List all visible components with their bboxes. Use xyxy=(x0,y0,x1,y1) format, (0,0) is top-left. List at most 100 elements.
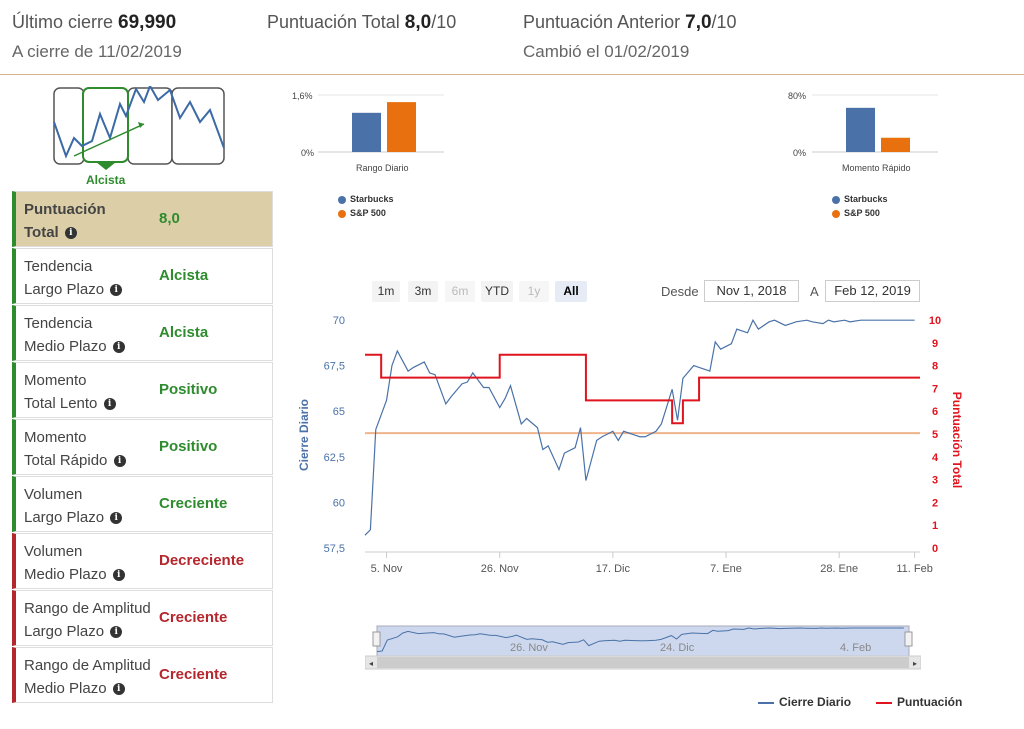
date-to-label: A xyxy=(810,284,819,299)
score-row-value: Positivo xyxy=(159,438,218,455)
navigator[interactable]: ◂ ▸ 26. Nov 24. Dic 4. Feb xyxy=(365,622,921,670)
fast-momentum-chart xyxy=(812,94,938,153)
score-row-label: Momento Total Rápido i xyxy=(24,426,159,472)
x-tick-label: 11. Feb xyxy=(896,563,933,575)
info-icon[interactable]: i xyxy=(110,284,123,297)
score-changed-date: Cambió el 01/02/2019 xyxy=(523,42,690,61)
range-3m-button[interactable]: 3m xyxy=(408,281,438,302)
right-tick-label: 10 xyxy=(929,315,941,327)
info-icon[interactable]: i xyxy=(103,398,116,411)
y-axis-label-left: Cierre Diario xyxy=(297,399,311,471)
right-tick-label: 1 xyxy=(932,520,938,532)
series-cierre-diario xyxy=(364,318,915,536)
range-ytd-button[interactable]: YTD xyxy=(481,281,513,302)
daily-range-xlabel: Rango Diario xyxy=(356,163,409,173)
score-row-label: Tendencia Medio Plazo i xyxy=(24,312,159,358)
daily-range-legend-sp500: S&P 500 xyxy=(338,208,386,218)
daily-range-ytick-top: 1,6% xyxy=(292,91,313,101)
score-row-value: Positivo xyxy=(159,381,218,398)
score-row: Tendencia Medio Plazo i Alcista xyxy=(12,305,273,361)
legend-close[interactable]: Cierre Diario xyxy=(758,695,851,709)
navigator-label: 4. Feb xyxy=(840,642,871,654)
score-row-label: Rango de Amplitud Largo Plazo i xyxy=(24,600,151,640)
info-icon[interactable]: i xyxy=(110,626,123,639)
score-row-value: Alcista xyxy=(159,267,209,284)
trend-illustration xyxy=(53,86,225,170)
left-tick-label: 62,5 xyxy=(324,452,345,464)
last-close: Último cierre 69,990 xyxy=(12,12,177,33)
series-puntuacion xyxy=(365,353,920,425)
daily-range-ytick-bottom: 0% xyxy=(301,148,315,158)
left-tick-label: 67,5 xyxy=(324,361,345,373)
score-row: Tendencia Largo Plazo i Alcista xyxy=(12,248,273,304)
scroll-right-icon: ▸ xyxy=(913,659,917,668)
previous-score-value: 7,0 xyxy=(685,12,712,33)
trend-badge: Alcista xyxy=(86,173,126,187)
right-tick-label: 6 xyxy=(932,406,938,418)
daily-range-chart xyxy=(318,94,444,153)
scrollbar-thumb xyxy=(377,657,909,668)
right-tick-label: 9 xyxy=(932,338,938,350)
fast-momentum-xlabel: Momento Rápido xyxy=(842,163,911,173)
range-1y-button: 1y xyxy=(519,281,549,302)
score-row-label: Tendencia Largo Plazo i xyxy=(24,255,159,301)
score-row: Volumen Medio Plazo i Decreciente xyxy=(12,533,273,589)
fast-momentum-ytick-bottom: 0% xyxy=(793,148,807,158)
range-6m-button: 6m xyxy=(445,281,475,302)
bar-s-p-500 xyxy=(387,102,416,152)
x-tick-label: 26. Nov xyxy=(481,563,519,575)
navigator-window xyxy=(376,625,910,659)
score-row-value: Alcista xyxy=(159,324,209,341)
date-to-input[interactable]: Feb 12, 2019 xyxy=(825,280,920,302)
score-row-value: 8,0 xyxy=(159,210,180,227)
legend-score[interactable]: Puntuación xyxy=(876,695,962,709)
left-tick-label: 65 xyxy=(333,406,345,418)
range-1m-button[interactable]: 1m xyxy=(372,281,400,302)
last-close-value: 69,990 xyxy=(118,12,177,33)
info-icon[interactable]: i xyxy=(112,683,125,696)
score-row-label: Momento Total Lento i xyxy=(24,369,159,415)
right-tick-label: 2 xyxy=(932,497,938,509)
left-tick-label: 60 xyxy=(333,497,345,509)
navigator-handle-left xyxy=(372,631,381,647)
score-row-label: Puntuación Total i xyxy=(24,201,106,241)
navigator-label: 24. Dic xyxy=(660,642,695,654)
right-tick-label: 5 xyxy=(932,429,938,441)
scroll-left-icon: ◂ xyxy=(369,659,373,668)
range-all-button[interactable]: All xyxy=(555,281,587,302)
x-tick-label: 28. Ene xyxy=(820,563,858,575)
y-axis-label-right: Puntuación Total xyxy=(950,392,964,488)
total-score-value: 8,0 xyxy=(404,12,432,33)
fast-momentum-ytick-top: 80% xyxy=(788,91,807,101)
bar-starbucks xyxy=(352,112,381,152)
right-tick-label: 4 xyxy=(932,452,939,464)
navigator-label: 26. Nov xyxy=(510,642,548,654)
info-icon[interactable]: i xyxy=(112,341,125,354)
date-from-label: Desde xyxy=(661,284,699,299)
x-tick-label: 17. Dic xyxy=(596,563,631,575)
score-row-value: Creciente xyxy=(159,495,228,512)
navigator-series xyxy=(376,627,904,653)
info-icon[interactable]: i xyxy=(64,227,77,240)
last-close-date: A cierre de 11/02/2019 xyxy=(12,42,182,61)
info-icon[interactable]: i xyxy=(110,512,123,525)
right-tick-label: 3 xyxy=(932,475,938,487)
x-tick-label: 5. Nov xyxy=(371,563,403,575)
left-tick-label: 70 xyxy=(333,315,345,327)
header-divider xyxy=(0,74,1024,75)
right-tick-label: 0 xyxy=(932,543,938,555)
info-icon[interactable]: i xyxy=(112,569,125,582)
navigator-handle-right xyxy=(904,631,913,647)
info-icon[interactable]: i xyxy=(113,455,126,468)
fast-momentum-legend-sp500: S&P 500 xyxy=(832,208,880,218)
right-tick-label: 8 xyxy=(932,361,938,373)
bar-s-p-500 xyxy=(881,137,910,152)
x-tick-label: 7. Ene xyxy=(710,563,742,575)
score-row-value: Creciente xyxy=(159,609,228,626)
date-from-input[interactable]: Nov 1, 2018 xyxy=(704,280,799,302)
score-row: Volumen Largo Plazo i Creciente xyxy=(12,476,273,532)
score-row-label: Volumen Largo Plazo i xyxy=(24,483,159,529)
previous-score: Puntuación Anterior 7,0/10 xyxy=(523,12,737,33)
total-score: Puntuación Total 8,0/10 xyxy=(267,12,457,33)
